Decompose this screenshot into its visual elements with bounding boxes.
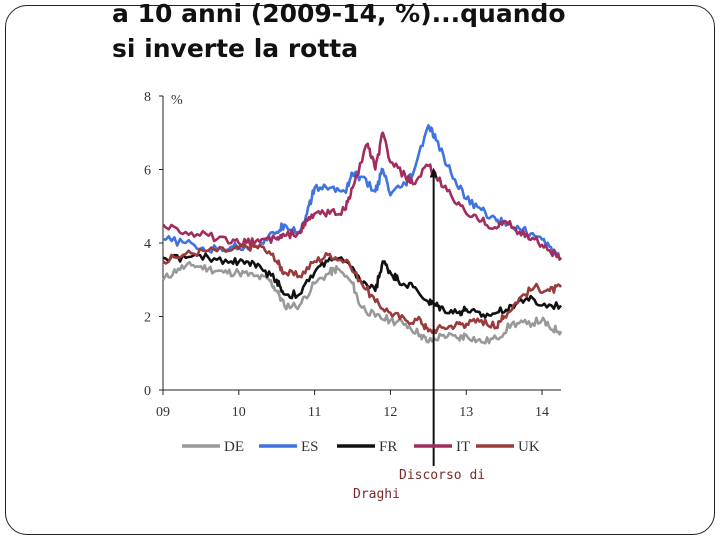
y-tick-label: 0 [144,384,151,399]
y-axis-label: % [171,93,183,108]
title-line-1: a 10 anni (2009-14, %)...quando [112,0,566,28]
series-line-es [162,124,563,261]
slide-frame [5,5,715,535]
legend-label-it: IT [456,439,470,455]
legend-label-uk: UK [518,439,540,455]
x-tick-label: 10 [232,405,246,420]
series-line-uk [162,242,563,335]
legend-label-de: DE [224,439,244,455]
x-tick-label: 09 [156,405,170,420]
x-tick-label: 14 [535,405,549,420]
annotation-line-2: Draghi [353,487,400,502]
y-tick-label: 8 [144,90,151,105]
x-tick-label: 11 [308,405,321,420]
series-line-it [162,131,563,261]
annotation-arrowhead [429,167,438,178]
title-line-2: si inverte la rotta [112,34,359,63]
y-tick-label: 6 [144,164,151,179]
y-tick-label: 4 [144,237,151,252]
series-line-de [161,260,563,345]
x-tick-label: 12 [383,405,397,420]
series-line-fr [162,252,563,319]
slide-title: a 10 anni (2009-14, %)...quando si inver… [112,0,566,66]
x-tick-label: 13 [459,405,473,420]
y-tick-label: 2 [144,311,151,326]
legend-label-fr: FR [379,439,397,455]
annotation-line-1: Discorso di [399,468,486,483]
legend-label-es: ES [301,439,319,455]
